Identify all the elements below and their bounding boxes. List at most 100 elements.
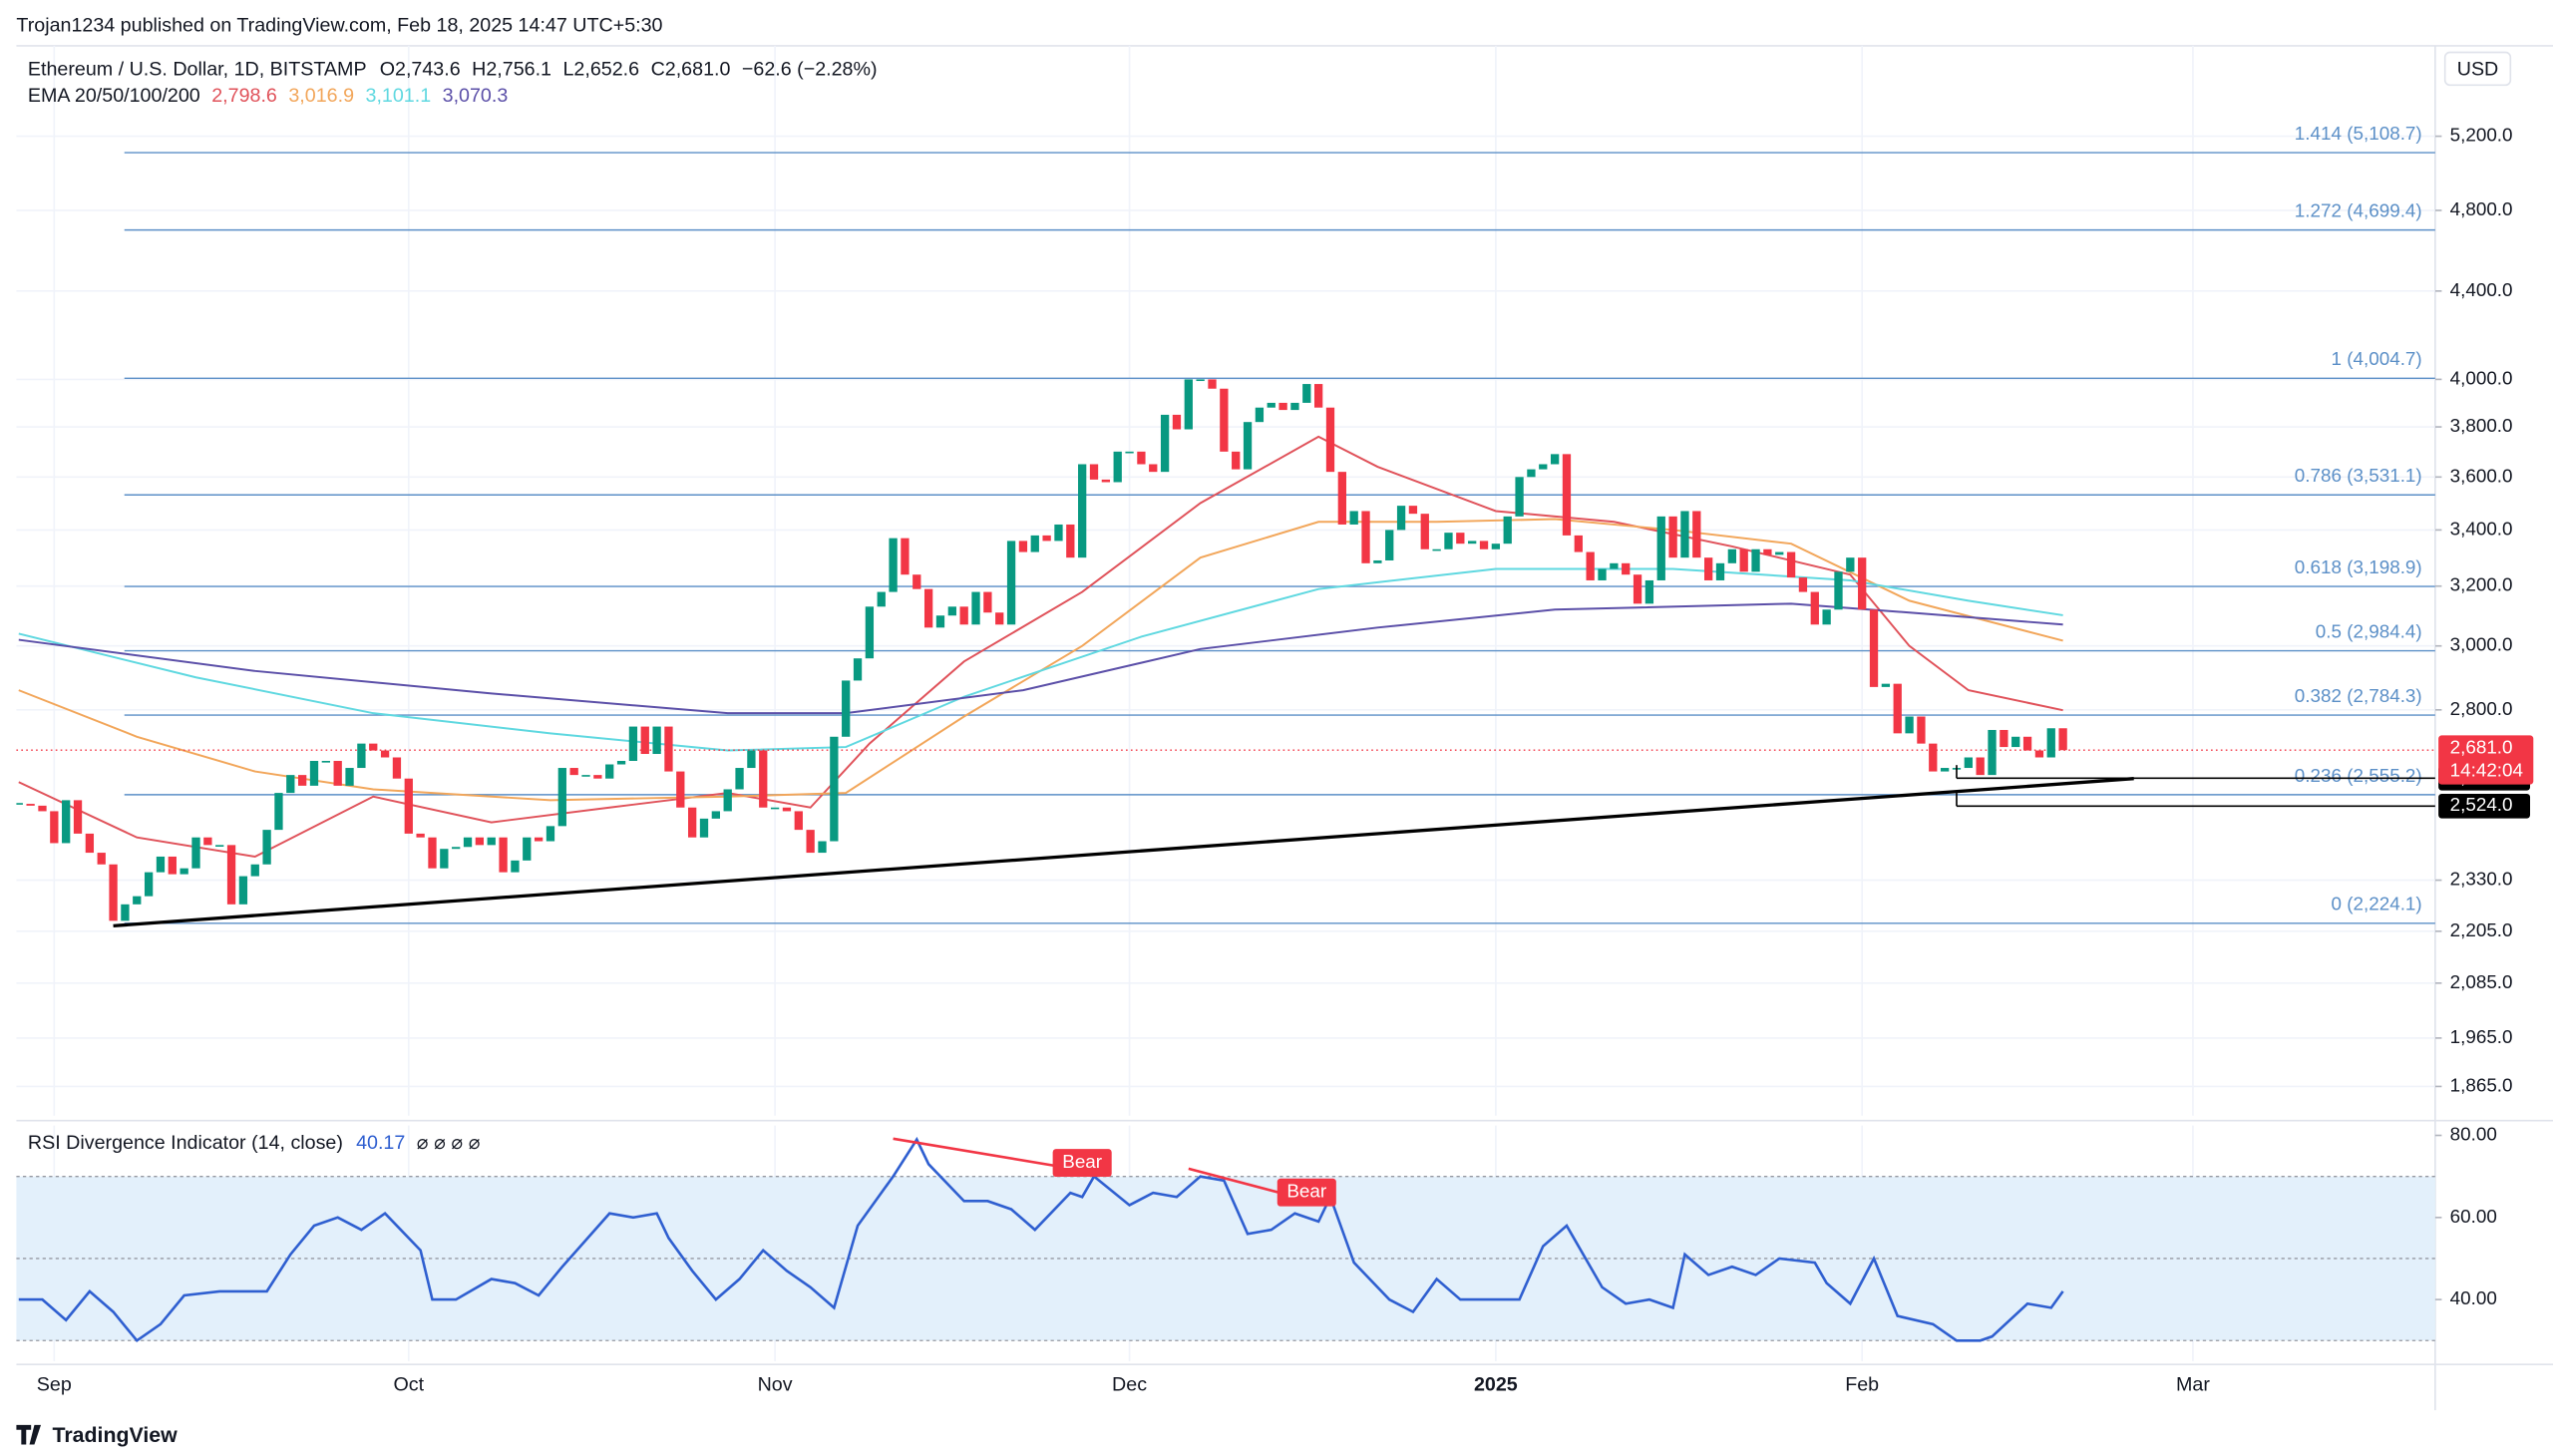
candle xyxy=(1420,514,1429,549)
y-tick-label: 40.00 xyxy=(2450,1287,2497,1308)
ohlc-value: O2,743.6 xyxy=(380,59,461,81)
candle xyxy=(1042,535,1051,542)
candle xyxy=(16,803,23,805)
y-tick-label: 3,800.0 xyxy=(2450,415,2513,436)
fib-label: 0 (2,224.1) xyxy=(2331,894,2421,914)
candle xyxy=(1278,402,1287,411)
candle xyxy=(1656,516,1665,580)
candle xyxy=(62,800,71,844)
candle xyxy=(97,853,106,865)
candle xyxy=(735,768,744,790)
y-tick-label: 60.00 xyxy=(2450,1206,2497,1227)
candle xyxy=(1598,568,1607,580)
candle xyxy=(1220,388,1229,452)
candle xyxy=(2046,728,2055,758)
candle xyxy=(995,612,1004,625)
candle xyxy=(628,726,638,761)
candle xyxy=(309,760,319,786)
y-tick-label: 3,400.0 xyxy=(2450,518,2513,539)
candle xyxy=(180,868,188,875)
candle xyxy=(1232,451,1241,470)
candle xyxy=(616,760,626,765)
candle xyxy=(357,743,366,769)
candle xyxy=(557,768,566,827)
candle xyxy=(676,771,685,808)
fib-label: 0.786 (3,531.1) xyxy=(2295,465,2422,486)
rsi-value: 40.17 xyxy=(356,1132,405,1154)
y-tick-label: 1,865.0 xyxy=(2450,1074,2513,1095)
candle xyxy=(1101,479,1111,483)
candle xyxy=(26,804,35,806)
price-pane: 1.414 (5,108.7) 1.272 (4,699.4) 1 (4,004.7… xyxy=(16,45,2435,1116)
candle xyxy=(487,837,496,846)
candle xyxy=(1290,402,1299,411)
candle xyxy=(144,872,154,897)
candle xyxy=(1456,533,1465,545)
candle xyxy=(1444,533,1453,549)
candle xyxy=(286,775,295,794)
candle xyxy=(1810,591,1819,625)
x-tick-label: Dec xyxy=(1112,1374,1147,1396)
candle xyxy=(298,775,307,786)
candle xyxy=(1255,407,1265,423)
candle xyxy=(1964,757,1973,769)
y-tick-label: 3,000.0 xyxy=(2450,634,2513,655)
candle xyxy=(1905,716,1914,734)
candle xyxy=(2034,750,2044,758)
candle xyxy=(688,807,697,838)
candle xyxy=(818,841,827,854)
candle xyxy=(1503,516,1512,545)
candle xyxy=(1727,548,1736,563)
y-tick-label: 2,205.0 xyxy=(2450,919,2513,940)
candle xyxy=(1385,530,1394,560)
candle xyxy=(1917,716,1926,744)
divergence-label: Bear xyxy=(1286,1181,1326,1202)
currency-label[interactable]: USD xyxy=(2457,59,2499,81)
candle xyxy=(1586,551,1595,580)
candle xyxy=(463,837,473,848)
candle xyxy=(1373,559,1382,563)
y-tick-label: 4,400.0 xyxy=(2450,279,2513,300)
candle xyxy=(664,726,673,772)
candle xyxy=(215,845,224,848)
candle xyxy=(1349,511,1358,525)
candle xyxy=(1680,511,1689,558)
candle xyxy=(1491,544,1501,549)
candle xyxy=(593,775,602,779)
candle xyxy=(1196,379,1205,382)
candle xyxy=(1881,683,1891,687)
candle xyxy=(191,837,200,869)
candle xyxy=(853,658,863,681)
candle xyxy=(452,847,461,850)
rsi-line xyxy=(18,1136,2064,1343)
candle xyxy=(1869,609,1879,687)
candle xyxy=(121,904,130,921)
x-tick-label: Nov xyxy=(758,1374,793,1396)
candle xyxy=(156,856,166,873)
candle xyxy=(1562,454,1572,536)
fib-label: 0.236 (2,555.2) xyxy=(2295,765,2422,786)
candle xyxy=(511,860,520,873)
rsi-title: RSI Divergence Indicator (14, close) xyxy=(28,1132,343,1154)
countdown-label: 14:42:04 xyxy=(2450,760,2523,781)
ohlc-value: C2,681.0 xyxy=(651,59,731,81)
candle xyxy=(226,845,236,905)
candle xyxy=(959,606,968,625)
y-tick-label: 4,800.0 xyxy=(2450,198,2513,219)
candle xyxy=(782,807,792,812)
currency-button[interactable] xyxy=(2443,51,2512,87)
candle xyxy=(1929,743,1938,772)
candle xyxy=(1775,551,1784,555)
divergence-line xyxy=(893,1137,1083,1172)
publisher-line: Trojan1234 published on TradingView.com,… xyxy=(16,14,662,36)
candle xyxy=(1527,469,1536,478)
candle xyxy=(2011,736,2020,748)
candle xyxy=(1078,464,1087,558)
candle xyxy=(1468,541,1477,545)
price-tag xyxy=(2438,793,2531,819)
candle xyxy=(404,778,413,834)
x-tick-label: Oct xyxy=(393,1374,424,1396)
change-value: −62.6 (−2.28%) xyxy=(742,59,878,81)
candle xyxy=(1893,683,1902,734)
